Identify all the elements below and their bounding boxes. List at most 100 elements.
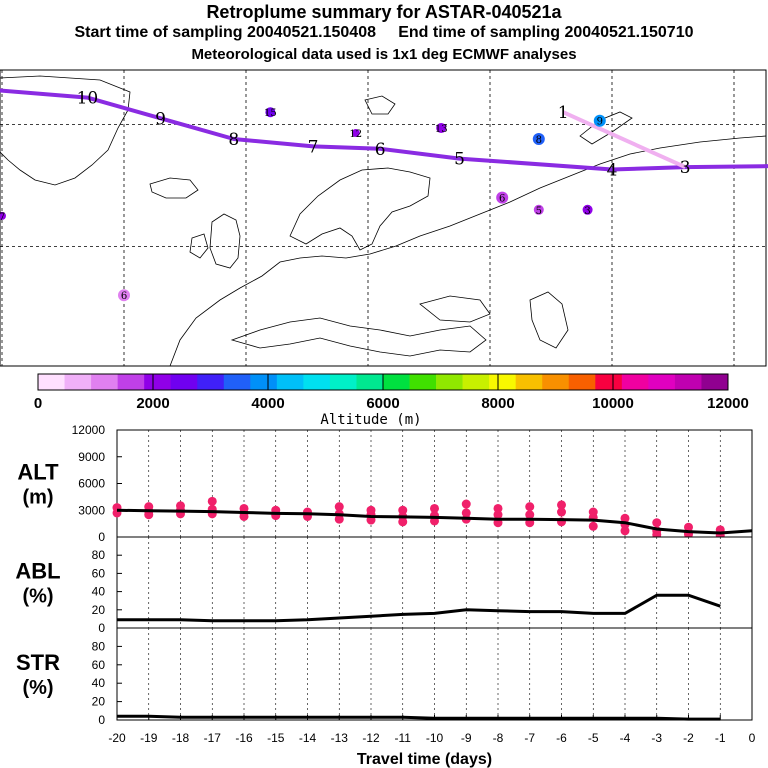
cluster-dot (582, 204, 593, 215)
y-tick-label: 0 (98, 713, 105, 727)
x-tick-label: -17 (204, 731, 222, 745)
colorbar-swatch (409, 374, 437, 390)
cluster-dot (436, 123, 447, 134)
cluster-label: 5 (536, 206, 542, 217)
scatter-point (239, 511, 249, 521)
start-time: Start time of sampling 20040521.150408 (74, 24, 377, 41)
cluster-dot (532, 133, 545, 146)
scatter-point (461, 508, 471, 518)
time-series-panels: 030006000900012000ALT(m)020406080ABL(%)0… (15, 423, 755, 768)
colorbar-swatch (621, 374, 649, 390)
y-tick-label: 80 (92, 548, 106, 562)
cluster-label: 7 (0, 212, 5, 223)
colorbar-tick-label: 10000 (592, 395, 634, 412)
chart-title: Retroplume summary for ASTAR-040521a (206, 2, 562, 22)
scandinavia-coast (289, 167, 431, 251)
day-label: 5 (454, 150, 465, 170)
end-time: End time of sampling 20040521.150710 (398, 24, 694, 41)
scatter-point (207, 496, 217, 506)
scatter-point (334, 514, 344, 524)
scatter-point (461, 499, 471, 509)
x-tick-label: -1 (715, 731, 726, 745)
trajectory-layer: 131056798341512136537620871110987654321 (0, 73, 768, 302)
upper-trajectory-line (562, 110, 687, 169)
x-tick-label: -11 (395, 731, 412, 745)
x-tick-label: -9 (461, 731, 472, 745)
scatter-point (493, 503, 503, 513)
greenland-coast (0, 75, 131, 186)
colorbar-swatch (542, 374, 570, 390)
scatter-point (620, 526, 630, 536)
cluster-label: 15 (264, 108, 277, 119)
x-tick-label: -2 (683, 731, 694, 745)
x-tick-label: -20 (108, 731, 126, 745)
colorbar-swatch (117, 374, 145, 390)
y-tick-label: 20 (92, 695, 106, 709)
day-label: 1 (558, 103, 569, 123)
cluster-dot (593, 114, 606, 127)
colorbar-tick-label: 0 (34, 395, 42, 412)
day-label: 4 (607, 161, 618, 181)
caspian-coast (529, 291, 569, 349)
map-graticule (0, 70, 766, 366)
colorbar-swatch (170, 374, 198, 390)
colorbar-tick-label: 12000 (707, 395, 749, 412)
x-tick-label: -16 (235, 731, 253, 745)
colorbar-swatch (648, 374, 676, 390)
day-label: 10 (77, 89, 99, 109)
colorbar-swatch (38, 374, 65, 390)
y-tick-label: 3000 (78, 503, 105, 517)
scatter-point (588, 521, 598, 531)
black-sea-coast (419, 295, 491, 323)
cluster-label: 8 (536, 135, 542, 146)
map-frame (0, 69, 767, 367)
series-line (117, 593, 721, 623)
colorbar-swatch (250, 374, 278, 390)
series-line (117, 714, 721, 721)
scatter-point (398, 517, 408, 527)
y-tick-label: 0 (98, 621, 105, 635)
scatter-point (398, 505, 408, 515)
y-tick-label: 9000 (78, 450, 105, 464)
scatter-point (430, 503, 439, 513)
colorbar-swatch (462, 374, 490, 390)
altitude-colorbar: 0 2000 4000 6000 8000 10000 12000 (34, 373, 749, 412)
scatter-point (525, 502, 535, 512)
eurasia-coast (169, 135, 767, 367)
y-axis-label-line2: (%) (22, 586, 53, 608)
cluster-dot (265, 107, 276, 118)
x-tick-label: -5 (588, 731, 599, 745)
scatter-point (144, 510, 154, 520)
y-tick-label: 20 (92, 603, 106, 617)
x-tick-label: -19 (140, 731, 158, 745)
y-axis-label-line1: ALT (17, 460, 59, 485)
colorbar-swatch (515, 374, 543, 390)
colorbar-swatch (223, 374, 251, 390)
x-tick-label: -6 (556, 731, 567, 745)
y-axis-label-line2: (%) (22, 677, 53, 699)
coastlines (0, 75, 767, 367)
x-tick-label: -7 (524, 731, 535, 745)
met-data-note: Meteorological data used is 1x1 deg ECMW… (191, 46, 577, 63)
scatter-point (620, 513, 630, 523)
colorbar-swatch (436, 374, 463, 390)
colorbar-swatch (674, 374, 702, 390)
colorbar-swatch (276, 374, 304, 390)
scatter-point (652, 518, 662, 528)
cluster-label: 6 (121, 291, 127, 302)
x-tick-label: -15 (267, 731, 285, 745)
series-line (116, 508, 753, 535)
x-tick-label: -10 (426, 731, 444, 745)
scatter-point (557, 507, 566, 517)
ireland-coast (189, 233, 209, 259)
panel-alt: 0 3000 6000 9000 12000 ALT(m) (17, 423, 753, 544)
x-tick-label: -4 (620, 731, 631, 745)
x-tick-label: -18 (172, 731, 190, 745)
y-tick-label: 6000 (78, 477, 105, 491)
y-tick-label: 12000 (72, 423, 106, 437)
x-tick-label: 0 (749, 731, 756, 745)
day-label: 8 (228, 130, 239, 150)
y-tick-label: 40 (92, 676, 106, 690)
